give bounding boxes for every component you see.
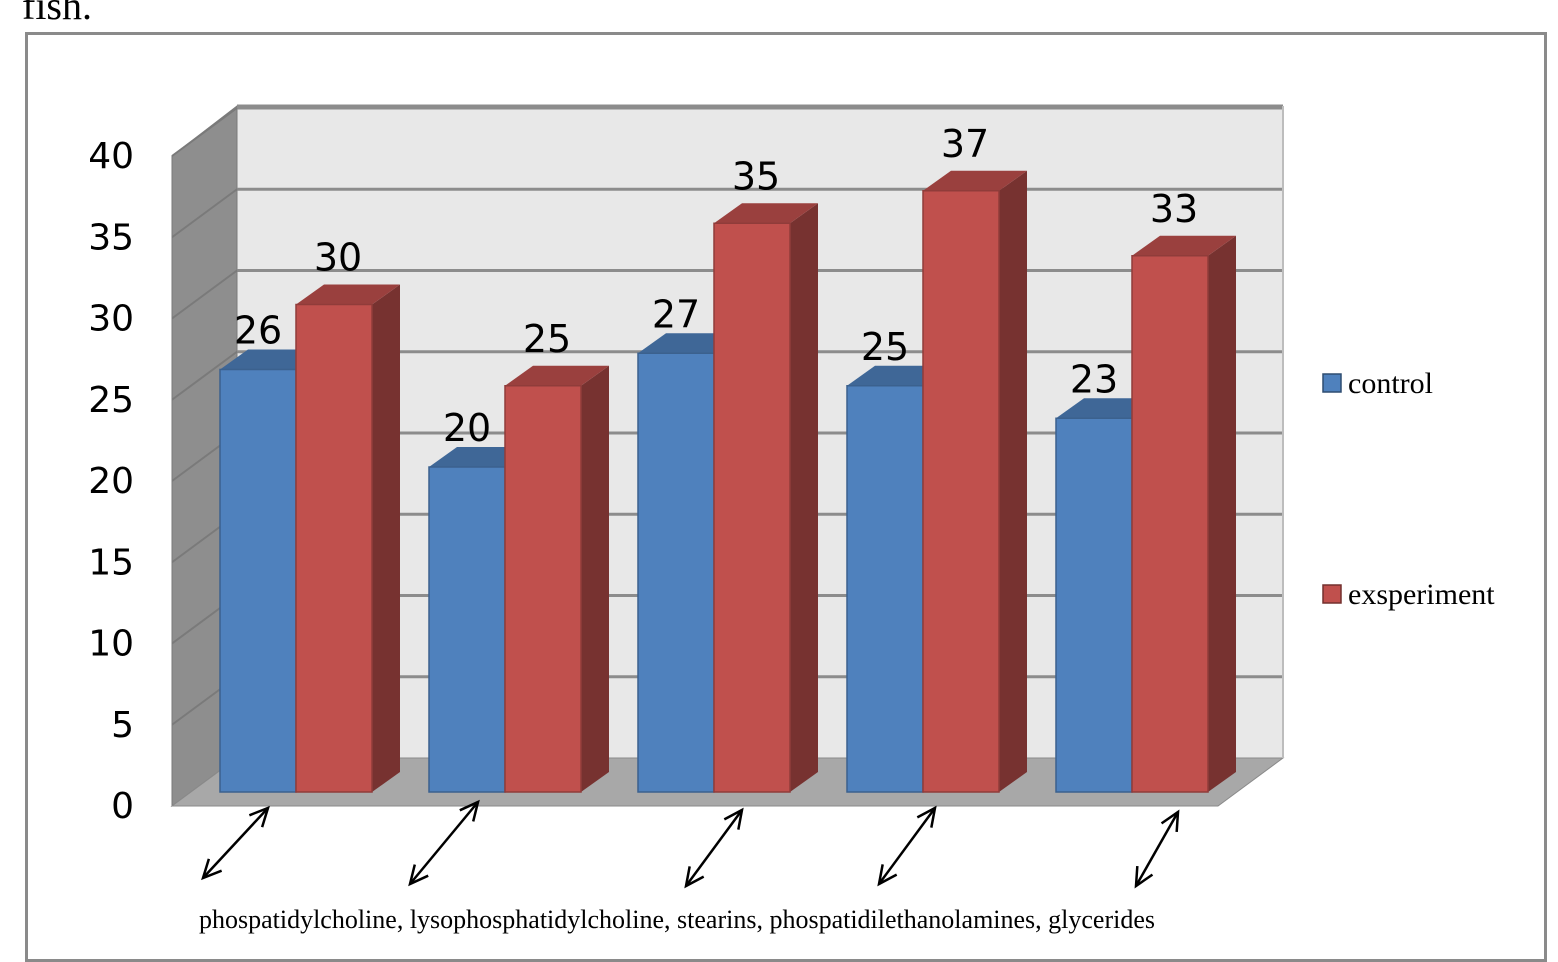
arrow-head: [408, 864, 429, 887]
bar-side: [581, 365, 609, 792]
double-arrow: [877, 805, 937, 887]
bar-front: [295, 303, 373, 793]
y-tick-label: 40: [88, 136, 134, 177]
y-tick-label: 5: [111, 705, 134, 746]
legend: control exsperiment: [1322, 367, 1495, 611]
arrow-head: [684, 866, 705, 889]
arrow-head: [201, 858, 223, 881]
bars: [219, 170, 1236, 793]
legend-item: control: [1322, 367, 1433, 400]
data-label: 35: [732, 154, 780, 198]
side-gridline: [171, 269, 238, 320]
arrow-head: [459, 799, 480, 822]
bar-front: [1131, 255, 1209, 793]
legend-swatch: [1322, 584, 1342, 604]
double-arrow: [684, 807, 744, 889]
data-label: 30: [314, 236, 362, 280]
legend-swatch: [1322, 373, 1342, 393]
bar-front: [637, 352, 715, 793]
arrow-shaft: [409, 801, 479, 885]
y-tick-label: 15: [88, 542, 134, 583]
data-labels: 26 30 20 25 27 35 25 37 23 33: [234, 122, 1198, 450]
data-label: 33: [1150, 187, 1198, 231]
arrow-shaft: [684, 809, 744, 887]
bar-top: [714, 203, 818, 224]
preceding-text: fish.: [22, 0, 92, 28]
double-arrow: [201, 805, 270, 881]
data-label: 26: [234, 309, 282, 353]
y-axis: 0 5 10 15 20 25 30 35 40: [88, 136, 134, 827]
arrow-head: [877, 864, 898, 887]
double-arrow: [1134, 809, 1180, 889]
arrow-head: [916, 805, 937, 828]
data-label: 23: [1070, 357, 1118, 401]
data-label: 27: [652, 292, 700, 336]
data-label: 37: [941, 122, 989, 166]
arrow-head: [248, 805, 270, 828]
bar: [1131, 235, 1236, 793]
data-label: 25: [861, 325, 909, 369]
category-caption: phospatidylcholine, lysophosphatidylchol…: [199, 905, 1155, 934]
legend-item: exsperiment: [1322, 578, 1495, 611]
bar: [713, 203, 818, 793]
bar-front: [504, 385, 582, 793]
bar-side: [790, 203, 818, 792]
bar-top: [1132, 235, 1236, 256]
arrow-shaft: [1134, 811, 1180, 887]
bar-front: [846, 385, 924, 793]
bar: [922, 170, 1027, 793]
y-tick-label: 35: [88, 217, 134, 258]
arrow-head: [1160, 809, 1180, 833]
y-tick-label: 10: [88, 624, 134, 665]
bar: [504, 365, 609, 793]
side-gridline: [171, 350, 238, 401]
bar-side: [372, 284, 400, 792]
y-tick-label: 20: [88, 461, 134, 502]
arrow-head: [723, 807, 744, 830]
arrow-shaft: [877, 807, 937, 885]
category-arrows: [201, 799, 1180, 889]
bar: [295, 284, 400, 793]
bar-front: [219, 368, 297, 793]
bar-side: [999, 170, 1027, 792]
arrow-head: [1134, 865, 1154, 889]
bar-top: [923, 170, 1027, 191]
bar-side: [1208, 235, 1236, 792]
y-tick-label: 0: [111, 786, 134, 827]
bar-front: [713, 222, 791, 793]
bar-front: [1055, 417, 1133, 793]
bar-top: [296, 284, 400, 305]
bar-front: [922, 190, 1000, 793]
side-gridline: [171, 107, 238, 157]
data-label: 25: [523, 317, 571, 361]
bar-top: [505, 365, 609, 386]
legend-label: exsperiment: [1348, 578, 1495, 611]
data-label: 20: [443, 406, 491, 450]
bar-front: [428, 466, 506, 793]
side-gridline: [171, 188, 238, 239]
legend-label: control: [1348, 367, 1433, 400]
y-tick-label: 30: [88, 299, 134, 340]
double-arrow: [408, 799, 480, 887]
y-tick-label: 25: [88, 380, 134, 421]
arrow-shaft: [202, 807, 269, 879]
